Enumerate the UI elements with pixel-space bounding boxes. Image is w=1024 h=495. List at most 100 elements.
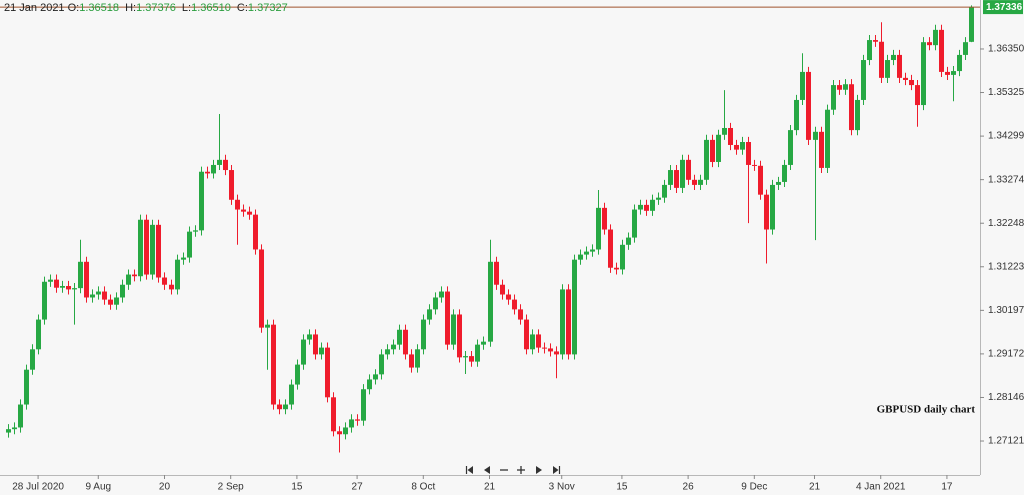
nav-prev[interactable] [481,464,493,476]
candle-body [951,71,956,75]
candle-body [728,127,733,145]
candle-body [674,170,679,188]
header-value: 1.36510 [191,2,231,14]
candle-body [42,281,47,320]
candle-body [656,197,661,200]
candle-body [903,77,908,80]
candle-body [175,259,180,290]
candle-body [169,284,174,290]
candle-body [494,261,499,285]
candle-body [187,231,192,258]
candle-body [301,339,306,365]
candle-body [60,286,65,288]
candle-body [451,314,456,345]
header-value: 1.37327 [247,2,288,14]
candle-body [602,207,607,230]
candle-body [740,142,745,150]
last-price-label: 1.37336 [986,2,1023,13]
candle-body [343,427,348,435]
candle-body [223,159,228,171]
candle-body [331,397,336,432]
candle-body [391,344,396,350]
candle-body [385,349,390,355]
nav-first[interactable] [463,464,475,476]
candle-body [481,341,486,345]
y-tick-label: 1.36350 [988,44,1024,55]
candle-body [156,224,161,278]
candle-body [897,54,902,78]
candle-body [265,324,270,328]
navigation [463,464,562,476]
candle-body [692,179,697,185]
candle-body [325,347,330,398]
x-tick-label: 8 Oct [411,482,435,493]
candle-body [626,237,631,245]
x-tick-label: 27 [352,482,364,493]
x-tick-label: 26 [683,482,695,493]
candle-body [554,351,559,355]
candle-body [578,254,583,260]
candle-body [349,419,354,428]
candle-body [24,369,29,405]
candle-body [638,204,643,210]
candle-body [283,404,288,410]
candle-body [181,257,186,260]
x-tick-label: 3 Nov [549,482,575,493]
candle-body [235,199,240,210]
candle-body [126,274,131,285]
candle-body [162,277,167,285]
y-tick-label: 1.28146 [988,392,1024,403]
candle-body [806,71,811,140]
header-label: H: [125,2,137,14]
candle-body [247,211,252,215]
x-tick-label: 20 [159,482,171,493]
candle-body [933,29,938,46]
candle-body [253,214,258,250]
candle-body [488,261,493,342]
candle-body [837,85,842,90]
header-value: 1.36518 [79,2,120,14]
candle-body [855,99,860,131]
candle-body [548,348,553,352]
x-tick-label: 21 [484,482,496,493]
y-tick-label: 1.34299 [988,131,1024,142]
candle-body [18,404,23,428]
candle-body [313,334,318,355]
candle-body [66,286,71,290]
candle-body [825,109,830,168]
candle-body [909,79,914,86]
candle-body [72,288,77,290]
candle-body [403,329,408,355]
candle-body [36,319,41,350]
candle-body [849,84,854,131]
candle-body [879,41,884,78]
candle-body [518,309,523,320]
candle-body [752,164,757,166]
candle-body [632,209,637,238]
candle-body [939,29,944,72]
candle-body [114,297,119,305]
candle-body [716,134,721,162]
x-tick-label: 28 Jul 2020 [12,482,64,493]
candle-body [6,429,11,433]
nav-last[interactable] [550,464,562,476]
nav-zoom-in[interactable] [515,464,527,476]
nav-next[interactable] [533,464,545,476]
candle-body [241,209,246,212]
y-tick-label: 1.35325 [988,87,1024,98]
candle-body [439,291,444,298]
candle-body [819,131,824,168]
candle-body [427,309,432,320]
candle-body [512,299,517,310]
candle-body [379,354,384,375]
candle-body [54,279,59,288]
candle-body [319,347,324,355]
candle-body [132,274,137,277]
nav-zoom-out[interactable] [498,464,510,476]
candle-body [277,404,282,410]
candle-body [457,314,462,358]
candle-body [421,319,426,350]
y-tick-label: 1.31223 [988,261,1024,272]
